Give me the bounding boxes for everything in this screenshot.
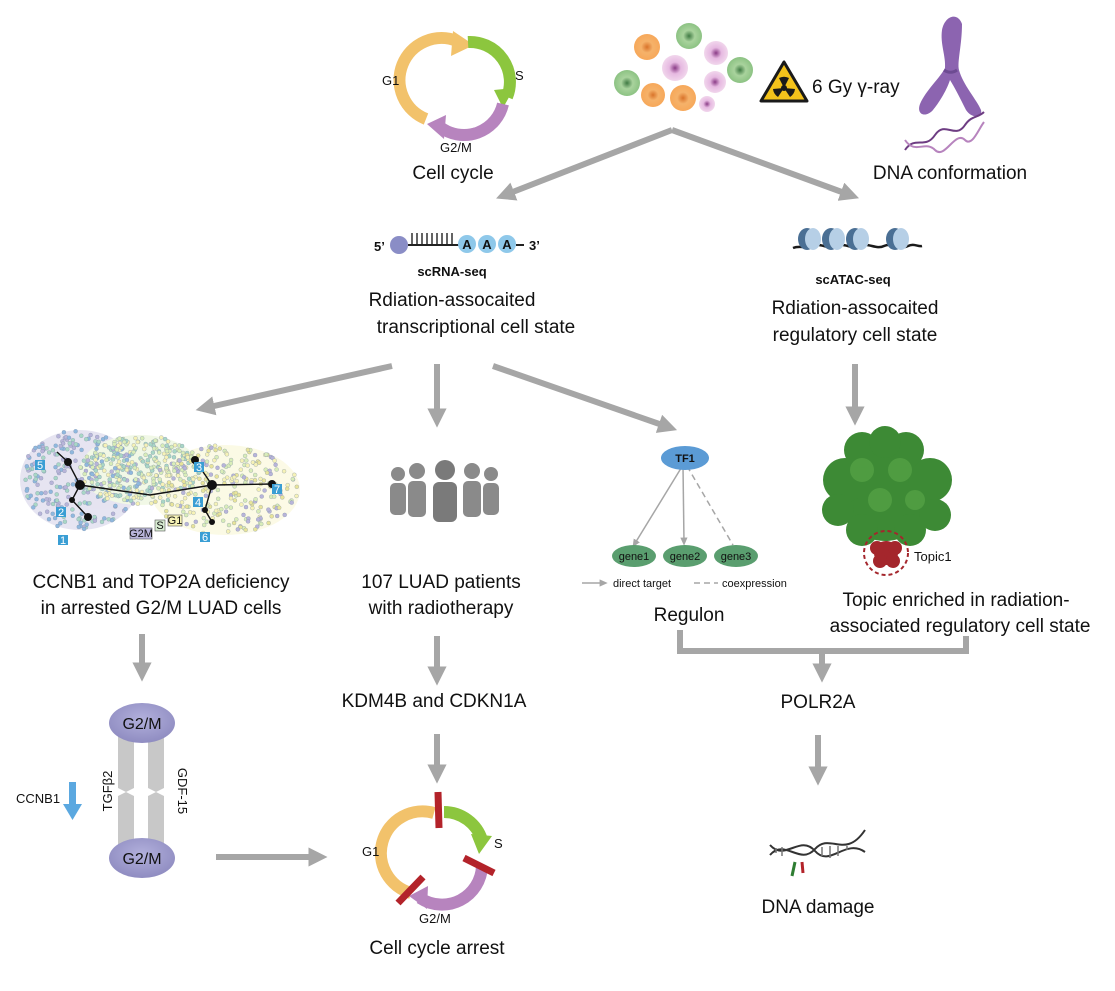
- g1-label: G1: [382, 73, 399, 88]
- svg-text:7: 7: [274, 484, 280, 496]
- down-arrow-icon: [63, 782, 82, 820]
- arrest-g1-arc: [374, 805, 436, 899]
- dna-strand-a: [904, 111, 985, 151]
- tgfb2-label: TGFβ2: [100, 771, 115, 812]
- dna-strand-b: [904, 121, 985, 154]
- topic-tree-icon: [822, 426, 952, 576]
- svg-text:coexpression: coexpression: [722, 578, 787, 590]
- arrest-s-label: S: [494, 836, 503, 851]
- regulon-network: TF1 gene1 gene2 gene3: [612, 446, 758, 567]
- patients-caption-line2: with radiotherapy: [368, 598, 514, 619]
- gdf15-label: GDF-15: [175, 768, 190, 814]
- svg-text:gene3: gene3: [721, 551, 752, 563]
- g1-arc: [393, 32, 460, 125]
- g2m-interaction-panel: G2/M G2/M TGFβ2 GDF-15: [100, 703, 190, 878]
- arrest-g2m-arrowhead: [409, 886, 428, 909]
- gene3-node: [714, 545, 758, 567]
- svg-text:G2M: G2M: [129, 528, 153, 540]
- block-bar-right: [462, 854, 496, 877]
- ccnb1-label: CCNB1: [16, 791, 60, 806]
- svg-text:G1: G1: [168, 515, 183, 527]
- umap-plot: 5 2 1 3 4 6 7 G2M S G1: [20, 429, 300, 547]
- nucleosome-icon: [792, 228, 923, 250]
- svg-text:direct target: direct target: [613, 578, 671, 590]
- g1-arrowhead: [451, 31, 474, 56]
- chromosome-icon: [904, 16, 985, 154]
- svg-text:G2/M: G2/M: [122, 716, 161, 733]
- regulon-caption: Regulon: [654, 605, 725, 626]
- scrna-seq-icon: 5’ A A A 3’: [374, 233, 540, 254]
- svg-text:gene2: gene2: [670, 551, 701, 563]
- patients-caption-line1: 107 LUAD patients: [361, 572, 521, 593]
- dna-conformation-title: DNA conformation: [873, 163, 1027, 184]
- svg-text:5’: 5’: [374, 239, 385, 254]
- svg-text:6: 6: [202, 532, 208, 544]
- cell-cycle-diagram: G1 S G2/M Cell cycle: [382, 31, 524, 184]
- radiation-hazard-icon: [759, 60, 809, 103]
- arrest-g2m-arc: [416, 865, 488, 911]
- regulon-legend: direct target coexpression: [582, 578, 787, 590]
- svg-text:TF1: TF1: [675, 453, 695, 465]
- svg-text:1: 1: [60, 535, 66, 547]
- scrna-branch-arrows: [195, 363, 678, 433]
- svg-text:S: S: [156, 520, 163, 532]
- cell-cycle-title: Cell cycle: [412, 163, 493, 184]
- topic-caption-line1: Topic enriched in radiation-: [842, 590, 1069, 611]
- scrna-state-line1: Rdiation-assocaited: [369, 290, 536, 311]
- g2m-arrowhead: [427, 115, 446, 139]
- cell-cluster: [614, 23, 753, 112]
- polr2a-label: POLR2A: [781, 692, 856, 713]
- radiation-dose-label: 6 Gy γ-ray: [812, 77, 900, 98]
- arrest-g1-label: G1: [362, 844, 379, 859]
- genes-label: KDM4B and CDKN1A: [342, 691, 527, 712]
- svg-text:4: 4: [195, 497, 201, 509]
- scatac-state-line2: regulatory cell state: [773, 325, 938, 346]
- s-arrowhead: [494, 88, 514, 108]
- svg-text:A: A: [482, 237, 492, 252]
- cell-cycle-arrest-diagram: G1 S G2/M: [362, 791, 503, 926]
- g2m-top-oval: [109, 703, 175, 743]
- top-split-arrows: [496, 127, 860, 201]
- arrest-title: Cell cycle arrest: [369, 938, 505, 959]
- block-bar-top: [434, 791, 443, 829]
- merge-bracket: [677, 630, 969, 683]
- dna-damage-label: DNA damage: [761, 897, 874, 918]
- g2m-label: G2/M: [440, 140, 472, 155]
- dna-damage-icon: [769, 829, 866, 877]
- umap-phase-legend: G2M S G1: [129, 514, 183, 540]
- scatac-state-line1: Rdiation-assocaited: [772, 298, 939, 319]
- irradiated-cells: 6 Gy γ-ray: [614, 23, 900, 112]
- tf-node: [661, 446, 709, 470]
- svg-text:2: 2: [58, 507, 64, 519]
- arrest-s-arrowhead: [471, 834, 492, 854]
- s-label: S: [515, 68, 524, 83]
- svg-text:A: A: [502, 237, 512, 252]
- svg-text:3’: 3’: [529, 238, 540, 253]
- scatac-seq-label: scATAC-seq: [815, 272, 890, 287]
- block-bar-left: [395, 874, 426, 906]
- gene1-node: [612, 545, 656, 567]
- topic-circle: [863, 530, 909, 576]
- svg-text:3: 3: [196, 462, 202, 474]
- svg-text:gene1: gene1: [619, 551, 650, 563]
- topic1-label: Topic1: [914, 549, 952, 564]
- g2m-bottom-oval: [109, 838, 175, 878]
- arrest-g2m-label: G2/M: [419, 911, 451, 926]
- patients-group-icon: [390, 460, 499, 522]
- scrna-state-line2: transcriptional cell state: [377, 317, 576, 338]
- g2m-arc: [436, 102, 509, 142]
- topic-caption-line2: associated regulatory cell state: [830, 616, 1091, 637]
- svg-text:A: A: [462, 237, 472, 252]
- scrna-seq-label: scRNA-seq: [417, 264, 486, 279]
- gene2-node: [663, 545, 707, 567]
- s-arc: [467, 35, 516, 100]
- umap-caption-line2: in arrested G2/M LUAD cells: [41, 598, 282, 619]
- umap-cluster-labels: 5 2 1 3 4 6 7: [35, 460, 282, 547]
- umap-caption-line1: CCNB1 and TOP2A deficiency: [33, 572, 290, 593]
- svg-text:G2/M: G2/M: [122, 851, 161, 868]
- svg-text:5: 5: [37, 460, 43, 472]
